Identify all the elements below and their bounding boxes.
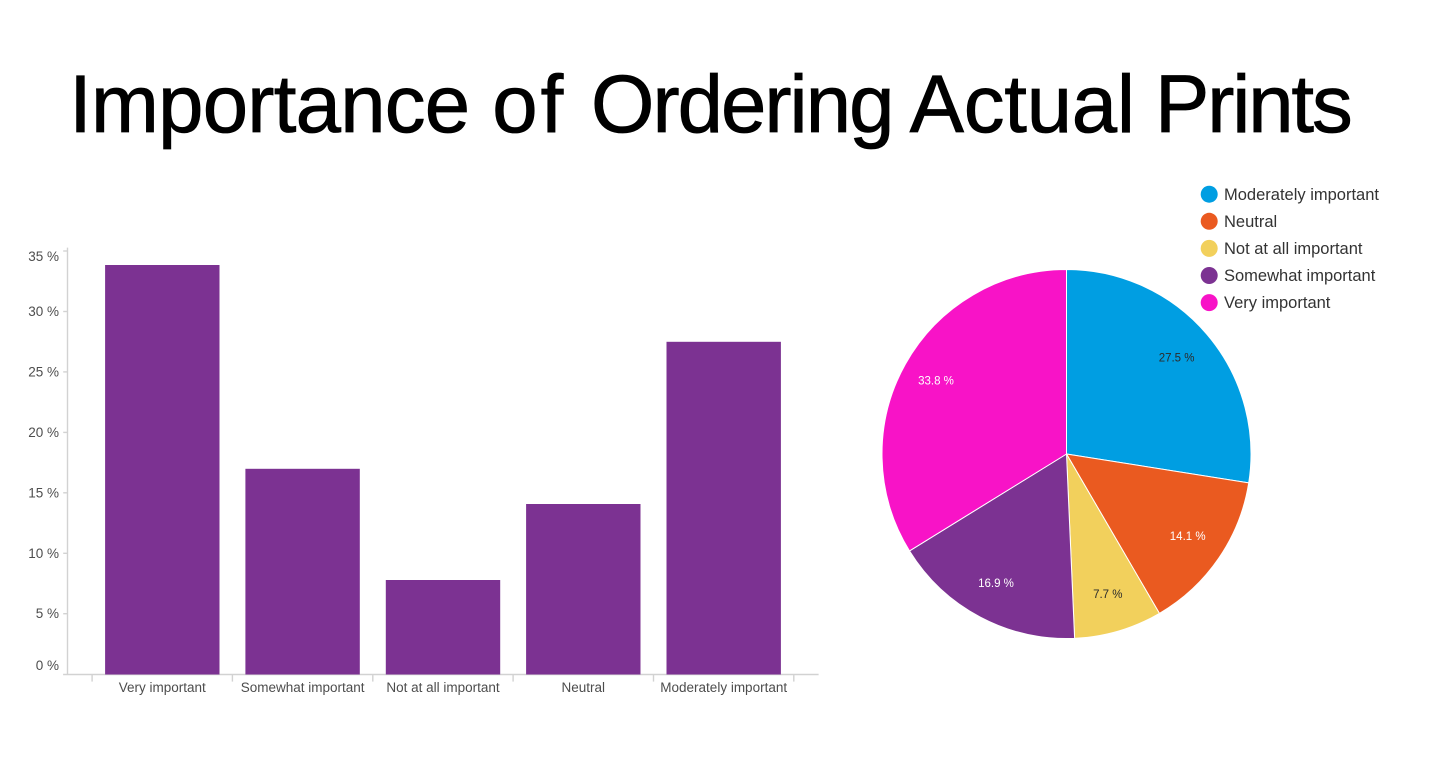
svg-text:5 %: 5 % <box>36 606 59 621</box>
svg-text:16.9 %: 16.9 % <box>978 578 1014 590</box>
svg-text:Actual: Actual <box>910 59 1135 150</box>
svg-text:Not at all important: Not at all important <box>1224 240 1363 258</box>
svg-text:Importance: Importance <box>69 59 470 150</box>
svg-text:15 %: 15 % <box>28 485 59 500</box>
svg-text:Very important: Very important <box>1224 294 1331 312</box>
svg-text:Prints: Prints <box>1155 59 1353 150</box>
svg-text:33.8 %: 33.8 % <box>918 376 954 388</box>
svg-text:7.7 %: 7.7 % <box>1093 589 1122 601</box>
svg-text:27.5 %: 27.5 % <box>1159 353 1195 365</box>
svg-text:20 %: 20 % <box>28 425 59 440</box>
svg-text:Somewhat important: Somewhat important <box>1224 267 1376 285</box>
svg-text:35 %: 35 % <box>28 249 59 264</box>
svg-text:Very important: Very important <box>119 680 206 695</box>
svg-text:Moderately important: Moderately important <box>1224 186 1379 204</box>
svg-text:30 %: 30 % <box>28 304 59 319</box>
svg-text:Moderately important: Moderately important <box>660 680 787 695</box>
svg-text:Neutral: Neutral <box>1224 213 1277 231</box>
svg-text:Neutral: Neutral <box>562 680 606 695</box>
svg-text:25 %: 25 % <box>28 365 59 380</box>
svg-text:14.1 %: 14.1 % <box>1170 531 1206 543</box>
svg-text:of: of <box>492 59 563 150</box>
svg-text:Not at all important: Not at all important <box>386 680 500 695</box>
svg-text:0 %: 0 % <box>36 658 59 673</box>
svg-text:Ordering: Ordering <box>591 59 894 150</box>
svg-text:10 %: 10 % <box>28 546 59 561</box>
svg-text:Somewhat important: Somewhat important <box>241 680 365 695</box>
